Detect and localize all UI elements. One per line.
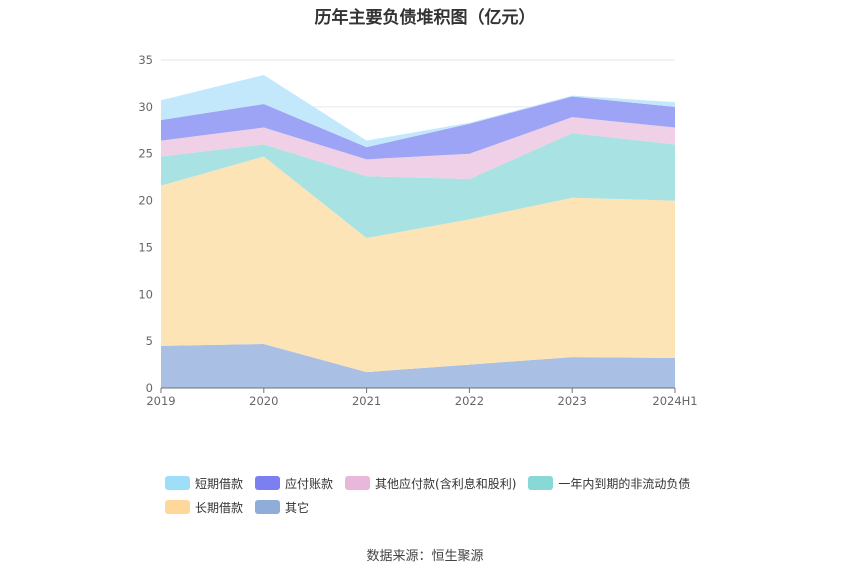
y-tick-label: 0 bbox=[146, 381, 153, 395]
x-tick-label: 2021 bbox=[352, 394, 381, 408]
y-tick-label: 30 bbox=[138, 100, 153, 114]
legend-label: 长期借款 bbox=[195, 500, 244, 515]
legend-swatch bbox=[255, 500, 281, 514]
y-tick-label: 35 bbox=[138, 53, 153, 67]
y-tick-label: 25 bbox=[138, 147, 153, 161]
area-series bbox=[161, 96, 675, 160]
chart-title: 历年主要负债堆积图（亿元） bbox=[314, 8, 536, 28]
legend-label: 短期借款 bbox=[195, 476, 244, 491]
area-series bbox=[161, 343, 675, 388]
legend-item[interactable]: 长期借款 bbox=[165, 499, 243, 516]
legend-label: 一年内到期的非流动负债 bbox=[558, 476, 691, 491]
y-tick-label: 10 bbox=[138, 287, 153, 301]
chart-legend: 短期借款 应付账款 其他应付款(含利息和股利) 一年内到期的非流动负债长期借款 其它 bbox=[165, 471, 725, 519]
stacked-area-chart: 0 5 10 15 20 25 30 35 2019 2020 2021 2022 2023 2024H1 bbox=[138, 53, 697, 408]
x-tick-label: 2023 bbox=[558, 394, 587, 408]
legend-swatch bbox=[165, 476, 190, 490]
area-series bbox=[161, 117, 675, 180]
x-tick-label: 2020 bbox=[249, 394, 278, 408]
x-tick-label: 2024H1 bbox=[652, 394, 697, 408]
y-tick-label: 15 bbox=[138, 240, 153, 254]
y-tick-label: 20 bbox=[138, 194, 153, 208]
legend-item[interactable]: 短期借款 bbox=[165, 475, 243, 492]
area-series bbox=[161, 133, 675, 239]
x-tick-label: 2022 bbox=[455, 394, 484, 408]
area-series bbox=[161, 156, 675, 373]
legend-label: 其他应付款(含利息和股利) bbox=[375, 476, 517, 491]
area-series bbox=[161, 74, 675, 148]
legend-item[interactable]: 其它 bbox=[255, 499, 309, 516]
legend-row: 短期借款 应付账款 其他应付款(含利息和股利) 一年内到期的非流动负债 bbox=[165, 471, 725, 495]
data-source-note: 数据来源：恒生聚源 bbox=[366, 549, 484, 564]
x-tick-label: 2019 bbox=[146, 394, 175, 408]
legend-label: 应付账款 bbox=[285, 476, 334, 491]
legend-swatch bbox=[345, 476, 371, 490]
legend-label: 其它 bbox=[285, 500, 310, 515]
legend-swatch bbox=[528, 476, 554, 490]
legend-row: 长期借款 其它 bbox=[165, 495, 725, 519]
legend-swatch bbox=[165, 500, 190, 514]
y-tick-label: 5 bbox=[146, 334, 153, 348]
legend-item[interactable]: 应付账款 bbox=[255, 475, 333, 492]
legend-item[interactable]: 一年内到期的非流动负债 bbox=[528, 475, 690, 492]
legend-item[interactable]: 其他应付款(含利息和股利) bbox=[345, 475, 516, 492]
legend-swatch bbox=[255, 476, 281, 490]
